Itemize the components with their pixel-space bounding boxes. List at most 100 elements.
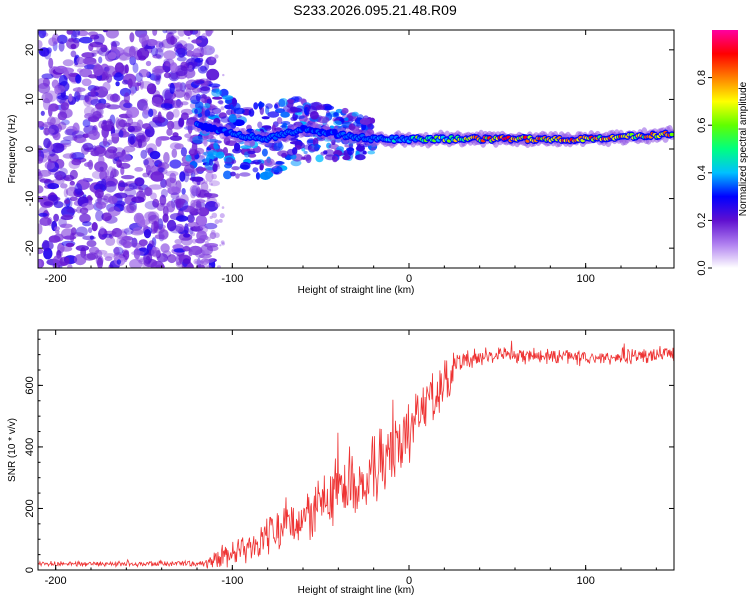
speckle-blob xyxy=(145,60,152,67)
speckle-blob xyxy=(68,93,73,102)
speckle-blob xyxy=(151,47,158,57)
speckle-blob xyxy=(151,96,163,107)
transition-blob xyxy=(252,167,259,173)
speckle-blob xyxy=(129,258,143,268)
speckle-blob xyxy=(109,154,119,160)
speckle-blob xyxy=(150,171,165,182)
speckle-blob xyxy=(105,236,116,246)
speckle-blob xyxy=(180,147,187,157)
speckle-blob xyxy=(172,108,180,118)
speckle-blob xyxy=(110,40,120,47)
speckle-blob xyxy=(148,184,163,190)
transition-blob xyxy=(355,145,365,152)
speckle-blob xyxy=(75,74,82,84)
speckle-blob xyxy=(175,47,188,58)
speckle-blob xyxy=(200,181,209,193)
speckle-blob xyxy=(47,194,58,201)
speckle-dot xyxy=(193,258,200,265)
speckle-blob xyxy=(131,196,145,203)
speckle-blob xyxy=(40,110,45,116)
transition-blob xyxy=(264,125,272,131)
speckle-blob xyxy=(87,116,100,123)
speckle-blob xyxy=(72,122,80,135)
colorbar-tick-label: 0.4 xyxy=(696,165,708,180)
transition-blob xyxy=(208,83,221,88)
speckle-blob xyxy=(38,148,42,157)
speckle-blob xyxy=(82,119,91,128)
speckle-dot xyxy=(214,232,220,238)
speckle-blob xyxy=(123,92,130,104)
speckle-dot xyxy=(200,57,203,61)
speckle-blob xyxy=(160,178,167,188)
transition-blob xyxy=(194,108,198,114)
speckle-blob xyxy=(77,68,83,73)
speckle-blob xyxy=(137,138,143,148)
speckle-blob xyxy=(86,240,97,247)
transition-blob xyxy=(231,98,237,107)
xtick-label: -100 xyxy=(221,575,243,587)
speckle-blob xyxy=(90,88,96,97)
speckle-blob xyxy=(76,56,85,65)
transition-blob xyxy=(195,93,201,102)
speckle-blob xyxy=(183,233,191,238)
colorbar: 0.0 0.2 0.4 0.6 0.8 Normalized spectral ampl… xyxy=(696,30,749,276)
speckle-dot xyxy=(188,65,193,69)
speckle-blob xyxy=(160,103,173,109)
transition-blob xyxy=(324,105,335,111)
speckle-blob xyxy=(184,223,189,235)
transition-blob xyxy=(234,142,241,152)
speckle-blob xyxy=(67,37,74,43)
colorbar-label: Normalized spectral amplitude xyxy=(738,81,749,216)
transition-blob xyxy=(369,117,376,124)
xtick-label: -200 xyxy=(45,273,67,285)
speckle-blob xyxy=(163,152,170,164)
speckle-blob xyxy=(173,89,186,98)
speckle-blob xyxy=(184,133,192,138)
snr-frame xyxy=(37,329,675,571)
speckle-blob xyxy=(45,128,55,134)
speckle-blob xyxy=(55,85,66,94)
speckle-blob xyxy=(123,122,131,127)
speckle-dot xyxy=(209,47,213,51)
speckle-blob xyxy=(132,227,144,235)
speckle-blob xyxy=(53,213,59,222)
speckle-blob xyxy=(91,170,105,180)
speckle-blob xyxy=(48,124,59,135)
transition-blob xyxy=(212,96,223,100)
speckle-blob xyxy=(68,159,81,169)
speckle-blob xyxy=(63,188,69,198)
speckle-blob xyxy=(182,245,191,252)
speckle-blob xyxy=(60,139,72,145)
speckle-blob xyxy=(61,228,75,240)
speckle-dot xyxy=(204,47,207,50)
speckle-blob xyxy=(195,200,202,210)
speckle-blob xyxy=(162,30,168,34)
speckle-blob xyxy=(155,137,162,147)
transition-blob xyxy=(213,145,220,150)
transition-blob xyxy=(276,117,283,125)
speckle-blob xyxy=(38,156,44,164)
speckle-blob xyxy=(94,161,108,173)
speckle-blob xyxy=(48,105,53,117)
transition-blob xyxy=(212,163,218,172)
transition-blob xyxy=(359,118,372,125)
transition-blob xyxy=(314,143,320,152)
speckle-blob xyxy=(95,210,104,222)
speckle-blob xyxy=(51,79,59,89)
transition-blob xyxy=(230,171,236,177)
speckle-dot xyxy=(201,219,207,225)
speckle-blob xyxy=(124,188,137,197)
speckle-blob xyxy=(95,103,106,110)
speckle-blob xyxy=(170,192,180,200)
speckle-blob xyxy=(55,174,63,181)
speckle-blob xyxy=(39,217,52,226)
transition-blob xyxy=(248,108,255,117)
speckle-blob xyxy=(183,43,195,51)
transition-blob xyxy=(203,103,211,109)
speckle-blob xyxy=(136,215,146,227)
speckle-blob xyxy=(83,96,92,107)
speckle-blob xyxy=(47,183,60,190)
speckle-blob xyxy=(152,30,158,36)
speckle-blob xyxy=(179,82,187,92)
speckle-blob xyxy=(170,35,175,45)
